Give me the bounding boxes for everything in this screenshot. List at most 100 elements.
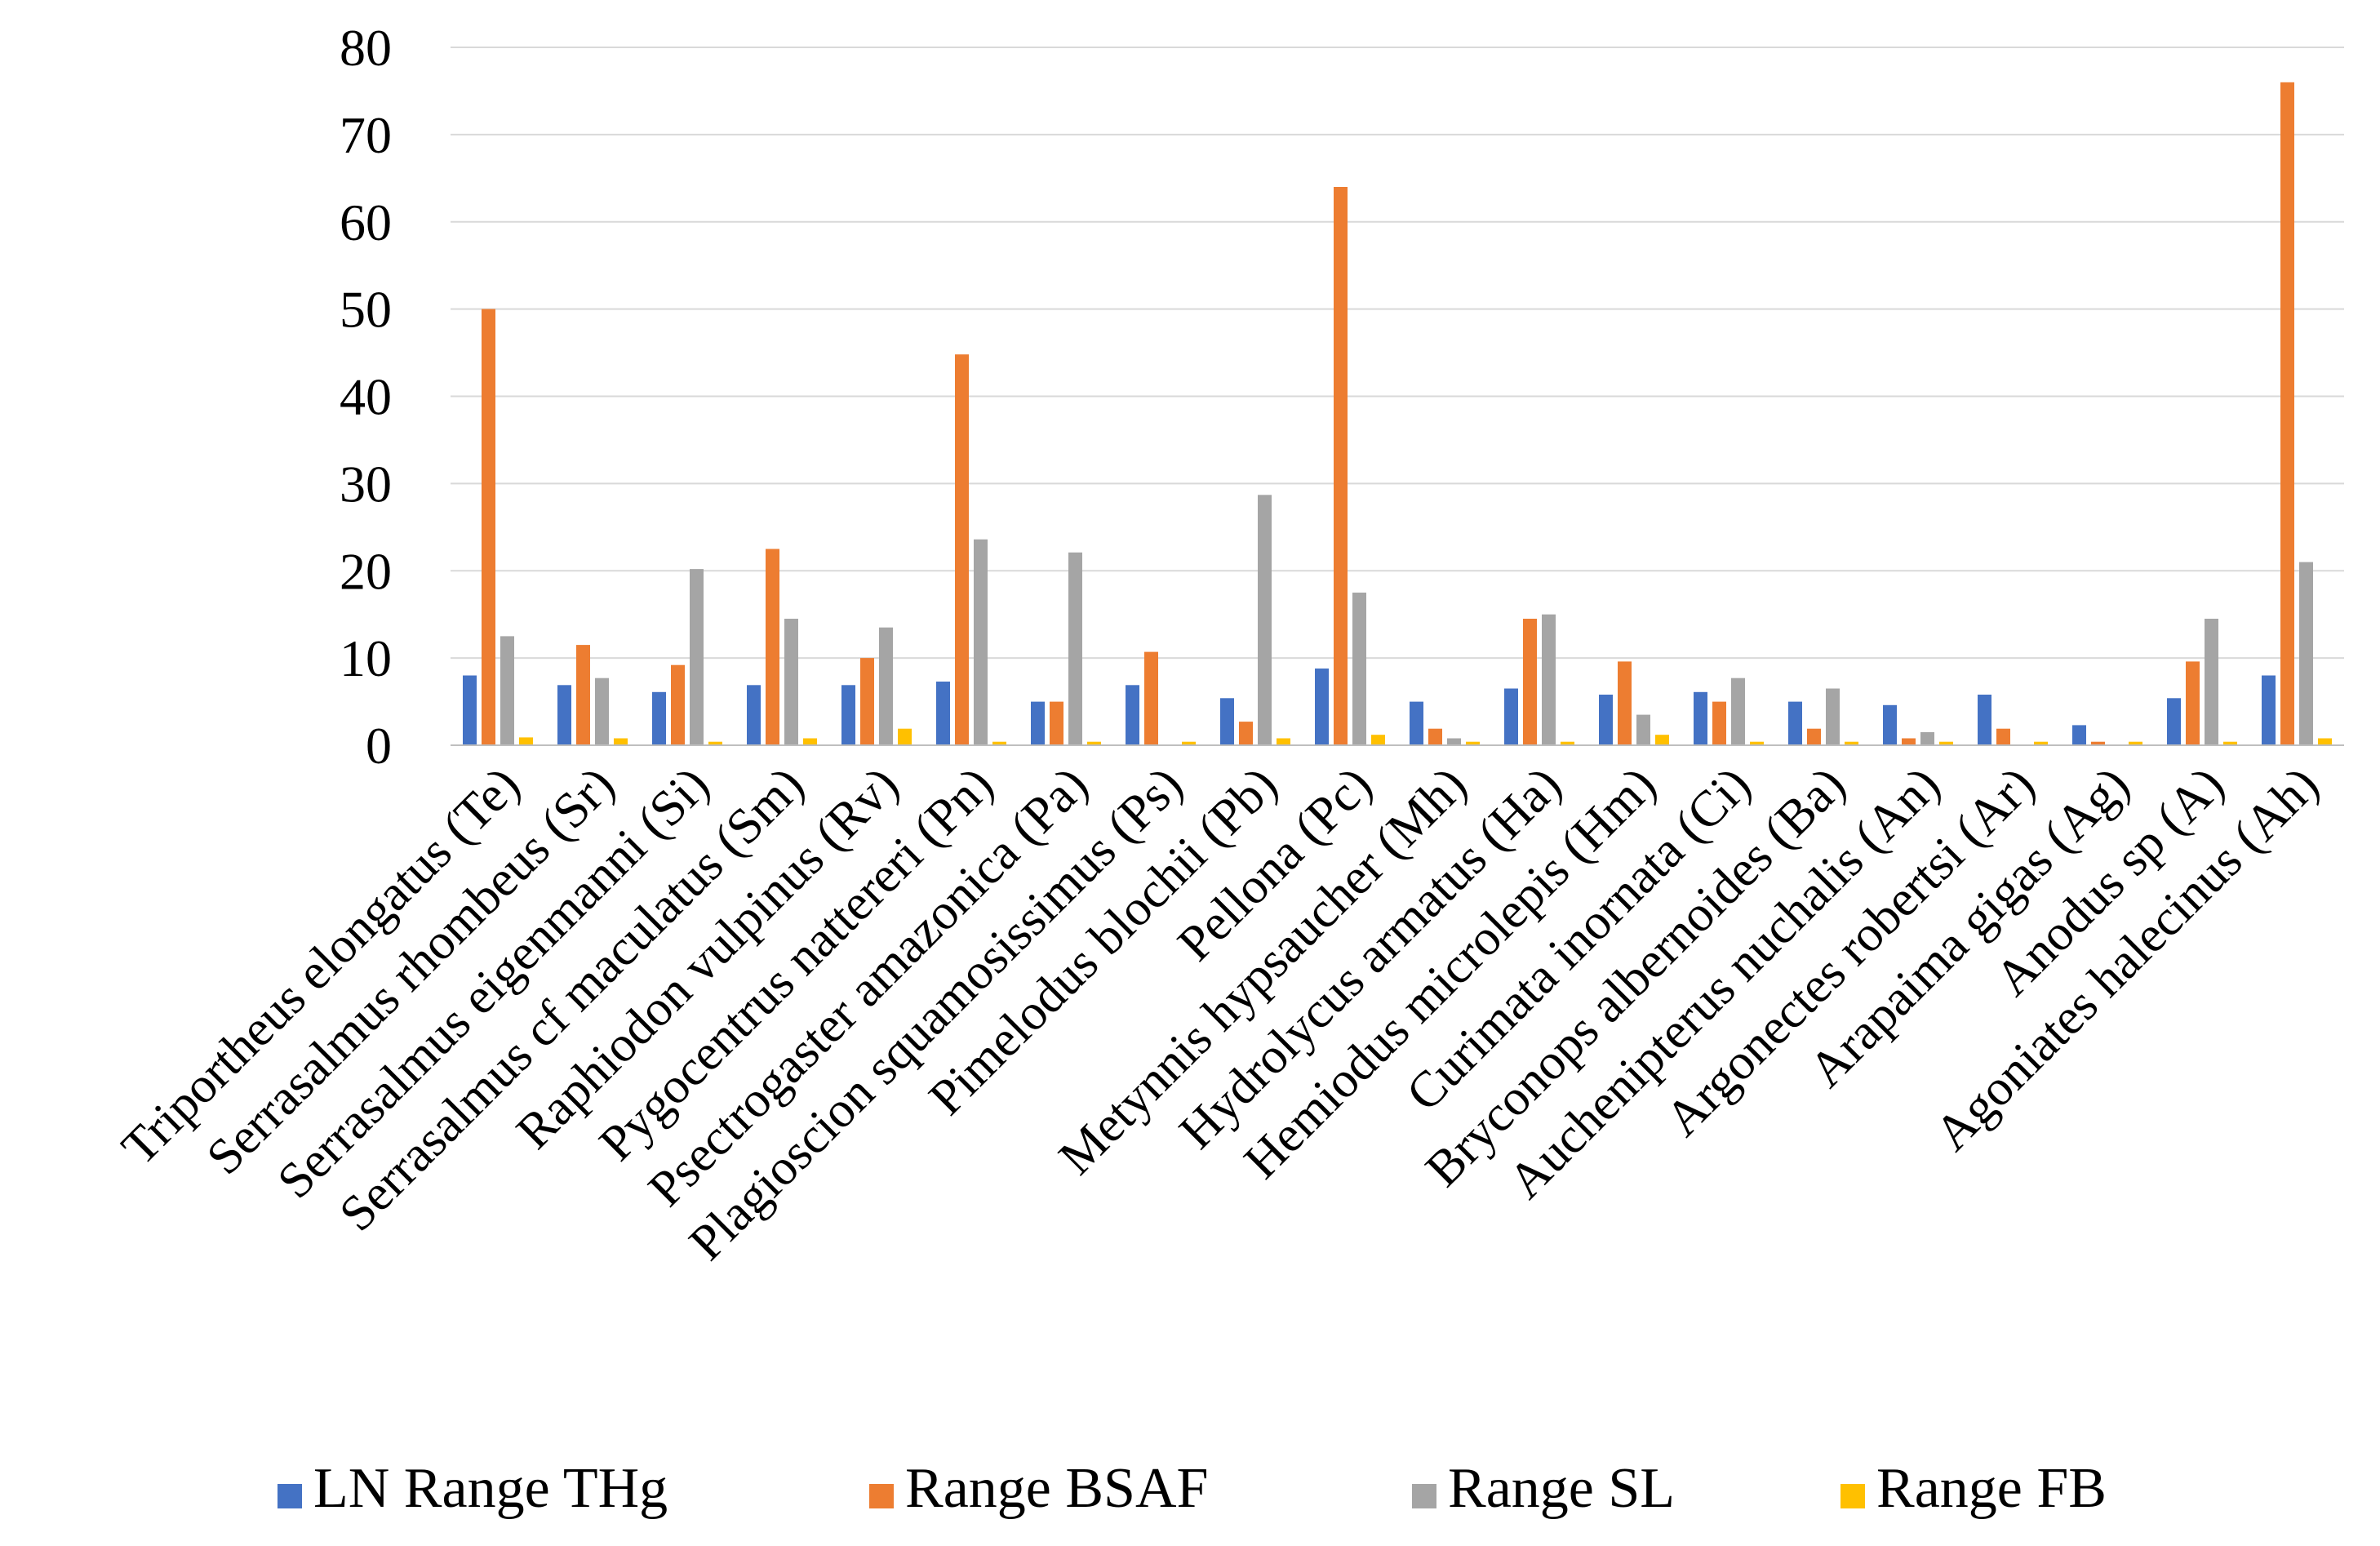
legend-label: Range SL — [1448, 1457, 1675, 1520]
bar-4-15 — [1845, 741, 1858, 745]
bar-2-3 — [671, 664, 685, 745]
bar-1-19 — [2167, 698, 2181, 745]
bar-1-14 — [1694, 691, 1707, 745]
y-tick-label: 70 — [340, 106, 392, 164]
bar-2-5 — [860, 658, 874, 745]
bar-4-11 — [1466, 741, 1480, 745]
bar-1-2 — [557, 685, 571, 745]
bar-4-6 — [992, 741, 1006, 745]
y-tick-label: 0 — [366, 717, 392, 775]
bar-4-18 — [2129, 741, 2142, 745]
bar-2-15 — [1807, 728, 1821, 745]
y-tick-label: 50 — [340, 281, 392, 339]
bar-1-11 — [1410, 701, 1423, 745]
bar-3-11 — [1447, 738, 1461, 745]
bar-2-16 — [1902, 738, 1916, 745]
bar-2-10 — [1334, 187, 1348, 745]
bar-4-19 — [2223, 741, 2237, 745]
y-tick-label: 40 — [340, 368, 392, 426]
bar-1-3 — [652, 691, 666, 745]
y-tick-label: 20 — [340, 542, 392, 600]
bar-2-11 — [1428, 728, 1442, 745]
bar-1-5 — [841, 685, 855, 745]
bar-3-12 — [1542, 614, 1556, 745]
x-axis-category-labels: Triportheus elongatus (Te)Serrasalmus rh… — [111, 757, 2329, 1271]
bar-3-9 — [1258, 495, 1272, 745]
bar-1-18 — [2072, 725, 2086, 745]
bar-2-12 — [1523, 619, 1537, 745]
bar-1-15 — [1788, 701, 1802, 745]
bar-1-20 — [2262, 675, 2276, 745]
bar-1-8 — [1126, 685, 1139, 745]
bar-2-1 — [482, 309, 495, 746]
bar-1-13 — [1599, 695, 1613, 745]
legend-swatch — [869, 1484, 894, 1508]
bar-2-4 — [766, 549, 779, 745]
y-axis-tick-labels: 0 10 20 30 40 50 60 70 80 — [340, 19, 392, 775]
legend-swatch — [1412, 1484, 1436, 1508]
bars — [463, 82, 2332, 746]
bar-3-2 — [595, 677, 609, 745]
bar-2-13 — [1618, 661, 1632, 745]
bar-3-10 — [1352, 593, 1366, 745]
bar-3-3 — [690, 569, 704, 745]
bar-2-14 — [1712, 701, 1726, 745]
bar-2-8 — [1144, 651, 1158, 745]
bar-1-7 — [1031, 701, 1045, 745]
bar-3-16 — [1920, 732, 1934, 745]
bar-3-4 — [784, 619, 798, 745]
bar-2-19 — [2186, 661, 2200, 745]
bar-3-20 — [2299, 562, 2313, 745]
bar-3-5 — [879, 627, 893, 745]
bar-3-14 — [1731, 677, 1745, 745]
bar-4-12 — [1561, 741, 1574, 745]
bar-2-7 — [1050, 701, 1063, 745]
bar-3-7 — [1068, 552, 1082, 745]
bar-1-4 — [747, 685, 761, 745]
bar-3-1 — [500, 636, 514, 745]
bar-4-9 — [1277, 738, 1290, 745]
bar-1-1 — [463, 675, 477, 745]
bar-1-9 — [1220, 698, 1234, 745]
y-tick-label: 30 — [340, 455, 392, 513]
bar-4-2 — [614, 738, 628, 745]
y-tick-label: 60 — [340, 193, 392, 251]
bar-3-6 — [974, 539, 988, 745]
bar-4-13 — [1655, 735, 1669, 745]
bar-2-9 — [1239, 722, 1253, 745]
bar-2-18 — [2091, 741, 2105, 745]
legend-label: Range BSAF — [905, 1457, 1208, 1520]
bar-4-14 — [1750, 741, 1764, 745]
bar-4-7 — [1087, 741, 1101, 745]
gridlines — [451, 47, 2344, 660]
bar-4-4 — [803, 738, 817, 745]
bar-4-16 — [1939, 741, 1953, 745]
bar-2-17 — [1996, 728, 2010, 745]
legend-label: Range FB — [1876, 1457, 2107, 1520]
bar-3-13 — [1636, 714, 1650, 745]
bar-2-20 — [2280, 82, 2294, 746]
bar-4-20 — [2318, 738, 2332, 745]
bar-2-6 — [955, 354, 969, 745]
bar-3-19 — [2205, 619, 2218, 745]
bar-1-6 — [936, 682, 950, 745]
bar-4-8 — [1182, 741, 1196, 745]
bar-1-16 — [1883, 704, 1897, 745]
legend: LN Range THg Range BSAF Range SL Range FB — [278, 1457, 2107, 1520]
legend-swatch — [278, 1484, 302, 1508]
bar-4-5 — [898, 728, 912, 745]
bar-4-1 — [519, 737, 533, 745]
bar-4-10 — [1371, 735, 1385, 745]
legend-label: LN Range THg — [313, 1457, 668, 1520]
bar-4-3 — [708, 741, 722, 745]
bar-2-2 — [576, 645, 590, 745]
bar-1-17 — [1978, 695, 1991, 745]
y-tick-label: 10 — [340, 629, 392, 687]
bar-1-12 — [1504, 688, 1518, 745]
bar-3-15 — [1826, 688, 1840, 745]
y-tick-label: 80 — [340, 19, 392, 77]
legend-swatch — [1841, 1484, 1865, 1508]
bar-4-17 — [2034, 741, 2048, 745]
bar-1-10 — [1315, 669, 1329, 745]
